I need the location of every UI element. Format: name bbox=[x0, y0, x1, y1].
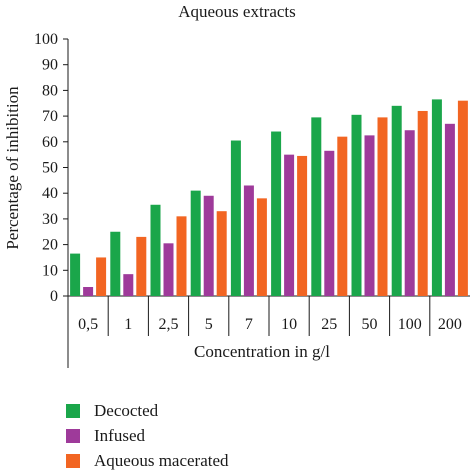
legend-swatch-aqueous-macerated bbox=[66, 453, 80, 468]
bar-aqueous-macerated bbox=[216, 211, 227, 296]
y-tick-label: 0 bbox=[50, 288, 58, 305]
bar-decocted bbox=[391, 105, 402, 296]
legend-label-aqueous-macerated: Aqueous macerated bbox=[94, 450, 229, 470]
bar-aqueous-macerated bbox=[176, 216, 187, 296]
legend-swatch-decocted bbox=[66, 403, 80, 418]
legend-item-aqueous-macerated: Aqueous macerated bbox=[66, 448, 229, 473]
y-tick-label: 60 bbox=[42, 134, 58, 151]
bar-infused bbox=[203, 195, 214, 296]
x-tick-label: 2,5 bbox=[159, 316, 179, 333]
y-tick-label: 70 bbox=[42, 108, 58, 125]
bar-infused bbox=[324, 150, 335, 296]
legend-swatch-infused bbox=[66, 428, 80, 443]
bar-aqueous-macerated bbox=[96, 257, 107, 296]
bar-aqueous-macerated bbox=[417, 110, 428, 297]
bars bbox=[70, 99, 468, 297]
bar-decocted bbox=[70, 253, 81, 296]
bar-infused bbox=[364, 135, 375, 296]
x-tick-label: 50 bbox=[362, 316, 378, 333]
bar-decocted bbox=[311, 117, 322, 296]
bar-aqueous-macerated bbox=[256, 198, 267, 296]
x-tick-label: 25 bbox=[321, 316, 337, 333]
y-tick-label: 50 bbox=[42, 160, 58, 177]
bar-infused bbox=[243, 185, 254, 296]
bar-infused bbox=[404, 130, 415, 296]
y-axis-label: Percentage of inhibition bbox=[3, 86, 22, 250]
x-tick-label: 10 bbox=[281, 316, 297, 333]
x-axis-label: Concentration in g/l bbox=[194, 342, 330, 361]
bar-infused bbox=[83, 287, 94, 296]
legend-item-decocted: Decocted bbox=[66, 398, 229, 423]
bar-decocted bbox=[271, 131, 282, 296]
bar-aqueous-macerated bbox=[337, 136, 348, 296]
bar-decocted bbox=[431, 99, 442, 297]
y-tick-label: 90 bbox=[42, 57, 58, 74]
y-tick-label: 80 bbox=[42, 82, 58, 99]
bar-decocted bbox=[351, 114, 362, 296]
x-tick-label: 1 bbox=[124, 316, 132, 333]
legend-label-decocted: Decocted bbox=[94, 400, 159, 420]
bar-decocted bbox=[190, 190, 201, 296]
bar-aqueous-macerated bbox=[457, 100, 468, 297]
bar-infused bbox=[163, 243, 174, 296]
bar-decocted bbox=[150, 204, 161, 296]
bar-infused bbox=[284, 154, 295, 296]
x-tick-label: 7 bbox=[245, 316, 253, 333]
y-tick-label: 30 bbox=[42, 211, 58, 228]
x-tick-label: 100 bbox=[398, 316, 422, 333]
axes: 0 10 20 30 40 50 60 70 80 90 100 0,5 1 2,5 5 7 10 25 50 100… bbox=[34, 31, 470, 368]
x-tick-label: 200 bbox=[438, 316, 462, 333]
bar-decocted bbox=[110, 231, 121, 296]
y-tick-label: 20 bbox=[42, 237, 58, 254]
legend-label-infused: Infused bbox=[94, 425, 145, 445]
x-tick-label: 0,5 bbox=[78, 316, 98, 333]
bar-decocted bbox=[230, 140, 241, 296]
x-tick-label: 5 bbox=[205, 316, 213, 333]
legend: Decocted Infused Aqueous macerated bbox=[66, 398, 229, 473]
bar-infused bbox=[444, 123, 455, 296]
bar-aqueous-macerated bbox=[136, 236, 147, 296]
chart-title: Aqueous extracts bbox=[178, 2, 296, 21]
legend-item-infused: Infused bbox=[66, 423, 229, 448]
bar-infused bbox=[123, 274, 134, 296]
y-tick-label: 100 bbox=[34, 31, 58, 48]
bar-aqueous-macerated bbox=[297, 155, 308, 296]
bar-aqueous-macerated bbox=[377, 117, 388, 296]
y-tick-label: 10 bbox=[42, 262, 58, 279]
y-tick-label: 40 bbox=[42, 185, 58, 202]
